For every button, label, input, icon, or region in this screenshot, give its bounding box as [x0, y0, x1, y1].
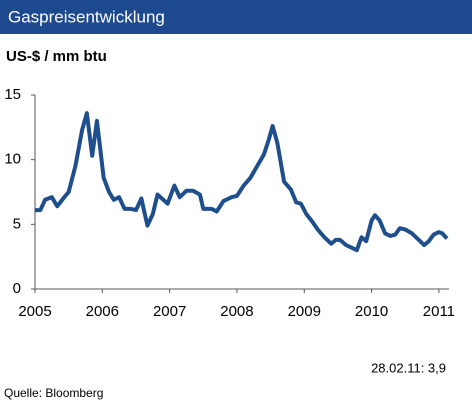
x-tick-label: 2011	[423, 303, 455, 320]
x-tick-label: 2008	[220, 303, 253, 320]
line-series	[35, 111, 449, 253]
source: Quelle: Bloomberg	[4, 386, 103, 400]
x-tick-label: 2010	[355, 303, 388, 320]
x-tick-label: 2005	[18, 303, 51, 320]
title-bar	[0, 0, 472, 34]
x-tick-label: 2009	[288, 303, 321, 320]
y-tick-label: 10	[4, 151, 21, 168]
x-tick-label: 2007	[153, 303, 186, 320]
chart-title: Gaspreisentwicklung	[8, 7, 165, 26]
y-tick-label: 15	[4, 86, 21, 103]
subtitle: US-$ / mm btu	[6, 48, 107, 65]
y-tick-label: 0	[13, 280, 21, 297]
x-tick-label: 2006	[86, 303, 119, 320]
y-tick-label: 5	[13, 215, 21, 232]
annotation: 28.02.11: 3,9	[371, 360, 446, 375]
